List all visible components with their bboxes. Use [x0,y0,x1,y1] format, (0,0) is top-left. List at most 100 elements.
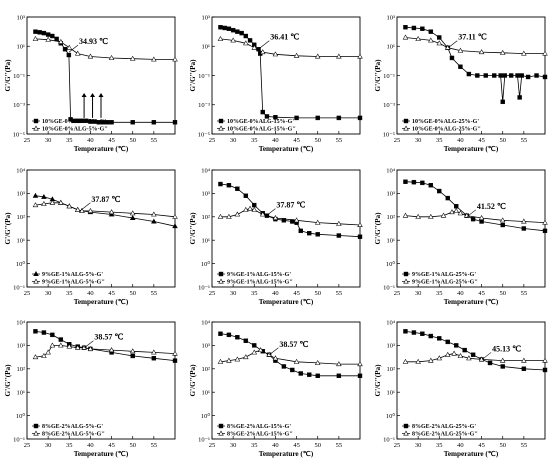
data-point [172,358,178,363]
x-tick-label: 25 [24,290,31,297]
data-point [453,207,459,213]
data-point [517,95,522,100]
legend-label: 9%GE-1%ALG-15%-G'' [227,280,293,286]
y-tick-label: 10⁻¹ [198,436,210,443]
x-tick-label: 50 [314,137,321,144]
data-point [71,118,76,124]
data-point [336,115,342,121]
data-point [151,218,157,224]
data-point [445,195,450,201]
y-tick-label: 10⁰ [16,412,26,420]
data-point [521,50,527,56]
series-g-prime [33,29,178,125]
data-point [492,73,497,78]
data-point [151,349,157,355]
data-point [33,329,38,334]
legend-marker [218,278,224,284]
data-point [234,211,241,217]
legend-marker [33,125,39,131]
x-tick-label: 35 [251,137,258,144]
y-tick-label: 10² [202,214,211,221]
data-point [251,206,258,212]
x-tick-label: 50 [129,442,136,449]
legend-label: 10%GE-0%ALG-5%-G' [42,119,106,125]
data-point [307,230,312,236]
data-point [108,211,115,217]
crossover-annotation: 38.57 ℃ [279,340,308,349]
x-tick-label: 25 [209,290,216,297]
data-point [108,54,115,60]
y-tick-label: 10¹ [202,390,211,397]
data-point [252,202,257,208]
legend-label: 9%GE-1%ALG-25%-G'' [412,280,478,286]
data-point [32,354,39,360]
data-point [74,50,81,56]
panel-9: 25 30 35 40 45 50 55 10⁻¹ 10⁰ 10¹ 10² 10³ 10⁴ Tempera… [374,319,548,458]
y-axis-title: G'/G''(Pa) [4,364,12,397]
data-point [436,355,443,361]
data-point [336,233,342,238]
data-point [428,357,434,363]
data-point [483,73,488,78]
x-tick-label: 40 [457,137,464,144]
data-point [50,332,55,338]
series-g-double-prime [32,35,178,62]
data-point [75,118,80,124]
data-point [420,331,425,336]
y-tick-label: 10⁻⁵ [198,131,210,138]
y-tick-label: 10³ [387,14,396,21]
x-tick-label: 45 [478,137,485,144]
data-point [105,120,110,125]
plot-frame [396,169,546,288]
data-point [437,188,442,194]
x-tick-label: 50 [129,137,136,144]
series-g-prime [218,25,363,121]
data-point [226,213,232,219]
x-axis-title: Temperature (℃) [74,145,129,153]
x-tick-label: 40 [272,137,279,144]
x-tick-label: 35 [436,137,443,144]
legend-label: 10%GE-0%ALG-25%-G' [412,119,479,125]
x-tick-label: 50 [499,442,506,449]
x-tick-label: 35 [436,442,443,449]
legend-label: 8%GE-2%ALG-25%-G' [412,424,476,430]
crossover-annotation: 36.41 ℃ [270,33,299,42]
data-point [420,26,425,31]
data-point [519,73,524,78]
data-point [440,212,447,218]
data-point [428,213,434,219]
y-tick-label: 10⁻¹ [13,284,25,291]
data-point [58,199,64,205]
data-point [239,30,244,36]
data-point [217,358,224,364]
arrow-head-icon [81,93,87,98]
data-point [226,183,232,188]
series-line [405,37,545,54]
data-point [470,216,476,222]
panel-6: 25 30 35 40 45 50 55 10⁻¹ 10⁰ 10¹ 10² 10³ 10⁴ Tempera… [374,167,548,306]
series-g-prime [218,331,363,379]
y-tick-label: 10¹ [202,44,211,51]
data-point [66,203,73,209]
data-point [298,371,303,376]
data-point [451,350,457,356]
data-point [41,30,47,36]
x-tick-label: 55 [151,137,158,144]
data-point [87,207,94,213]
data-point [420,180,425,186]
y-tick-label: 10¹ [17,44,26,51]
annotation-leader [466,209,477,218]
data-point [314,53,321,59]
data-point [79,207,85,213]
data-point [41,330,47,335]
y-tick-label: 10¹ [202,238,211,245]
data-point [454,204,459,209]
series-line [220,183,361,238]
data-point [478,215,485,220]
data-point [293,358,300,364]
data-point [281,364,287,369]
x-tick-label: 45 [108,290,115,297]
data-point [41,193,47,199]
x-tick-label: 30 [45,290,52,297]
legend-marker [403,271,409,277]
